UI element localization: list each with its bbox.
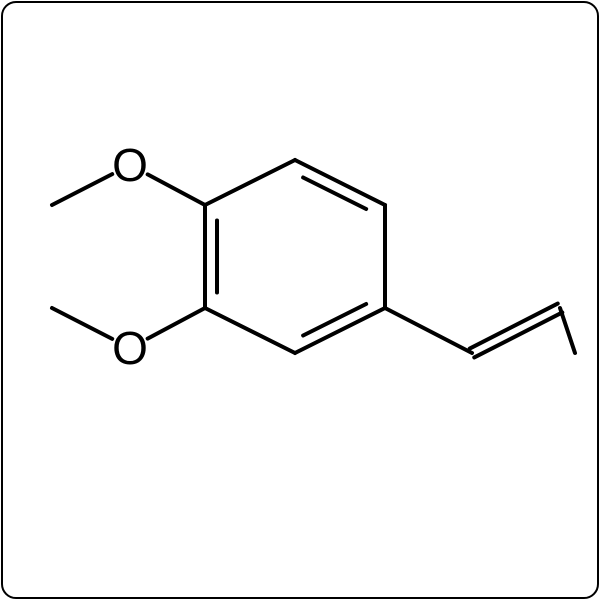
structure-canvas: OO bbox=[0, 0, 600, 600]
atom-label-o: O bbox=[112, 322, 148, 374]
molecule-svg: OO bbox=[0, 0, 600, 600]
atom-label-o: O bbox=[112, 139, 148, 191]
frame-border bbox=[2, 2, 598, 598]
